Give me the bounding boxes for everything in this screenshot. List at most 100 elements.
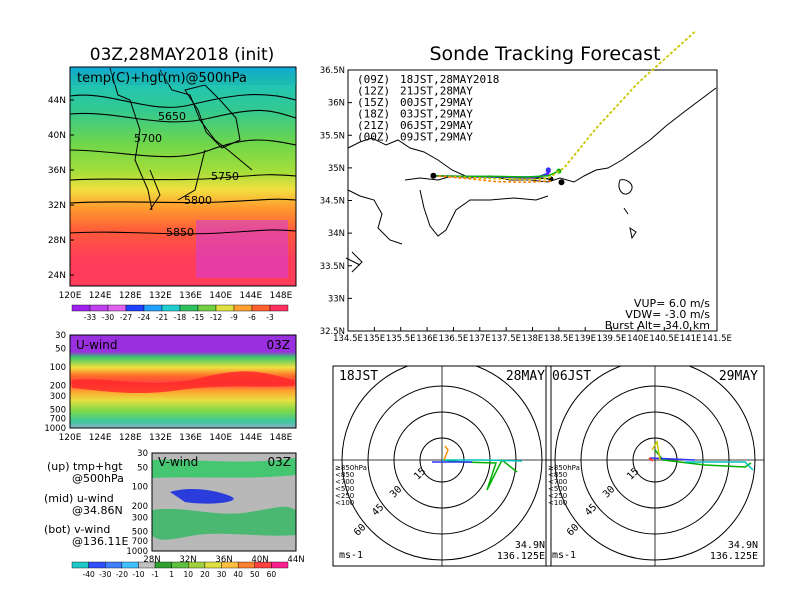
lon-tick-label: 137E [469,334,491,344]
contour-label: 5800 [184,194,212,207]
colorbar-swatch [105,561,123,569]
pressure-tick-label: 30 [137,449,148,459]
lon-tick-label: 136E [179,433,202,443]
range-label: 45 [583,502,599,518]
pressure-tick-label: 100 [132,483,148,493]
lat-tick-label: 44N [287,555,304,565]
lon-tick-label: 140E [209,433,232,443]
lat-tick-label: 28N [143,555,160,565]
lon-tick-label: 136.5E [439,334,469,344]
note-bot-a: (bot) v-wind [44,523,110,536]
lat-tick-label: 44N [48,96,66,106]
legend-run: (15Z) [357,96,390,109]
pressure-tick-label: 50 [55,345,66,355]
colorbar-label: -3 [266,313,274,322]
lat-tick-label: 32N [179,555,196,565]
flight-param: Burst Alt= 34.0 km [605,319,710,332]
lat-tick-label: 34N [328,229,345,239]
pressure-tick-label: 200 [132,502,148,512]
colorbar-label: -18 [174,313,186,322]
lat-tick-label: 32.5N [320,327,345,337]
legend-valid: 00JST,29MAY [400,96,473,109]
colorbar-swatch [197,304,217,312]
lon-tick-label: 139E [574,334,596,344]
lat-tick-label: 33N [328,294,345,304]
lon-tick-label: 128E [119,433,142,443]
legend-run: (18Z) [357,108,390,121]
legend-run: (12Z) [357,85,390,98]
colorbar-label: -40 [82,570,94,579]
colorbar-swatch [251,304,271,312]
coastline [345,87,717,273]
lat-tick-label: 40N [48,131,66,141]
colorbar-swatch [161,304,181,312]
legend-valid: 18JST,28MAY2018 [400,73,499,86]
colorbar-label: -27 [120,313,132,322]
temperature-colorbar: -33 -30 -27 -24 -21 -18 -15 -12 -9 -6 -3 [71,304,289,322]
legend-valid: 03JST,29MAY [400,108,473,121]
pressure-tick-label: 300 [50,392,66,402]
lat-tick-label: 33.5N [320,262,345,272]
contour-label: 5650 [158,110,186,123]
contour-label: 5700 [134,132,162,145]
note-up-b: @500hPa [72,472,124,485]
lon-tick-label: 137.5E [491,334,521,344]
pressure-tick-label: 1000 [126,547,148,557]
lat-tick-label: 28N [48,236,66,246]
colorbar-swatch [71,561,89,569]
level-legend: <250 [335,492,354,500]
colorbar-swatch [254,561,272,569]
colorbar-swatch [188,561,206,569]
lon-tick-label: 132E [149,291,172,301]
colorbar-label: -12 [210,313,222,322]
flight-param: VDW= -3.0 m/s [625,308,710,321]
level-legend: <700 [548,478,567,486]
lon-tick-label: 144E [239,291,262,301]
note-bot-b: @136.11E [72,535,128,548]
lon-tick-label: 139.5E [597,334,627,344]
colorbar-swatch [233,304,253,312]
colorbar-swatch [221,561,239,569]
temp-hgt-500hpa-map: temp(C)+hgt(m)@500hPa 5650 5700 5750 5800 58… [48,66,297,301]
legend-valid: 09JST,29MAY [400,131,473,144]
pressure-tick-label: 700 [132,537,148,547]
lat-tick-label: 36N [215,555,232,565]
colorbar-label: 20 [200,570,210,579]
pressure-tick-label: 200 [50,381,66,391]
lon-tick-label: 148E [269,433,292,443]
colorbar-label: 60 [267,570,277,579]
lon-tick-label: 124E [89,433,112,443]
lon-tick-label: 135E [364,334,386,344]
hodograph-time: 18JST [339,369,378,384]
hodograph-time: 06JST [552,369,591,384]
colorbar-label: -30 [99,570,111,579]
colorbar-label: 40 [233,570,243,579]
note-mid-a: (mid) u-wind [44,492,114,505]
launch-point [430,172,437,179]
colorbar-swatch [269,304,289,312]
sonde-track-map: 36.5N 36N 35.5N 35N 34.5N 34N 33.5N 33N 32.5N134… [320,30,732,344]
lon-tick-label: 140E [627,334,649,344]
colorbar-swatch [125,304,145,312]
colorbar-swatch [71,304,91,312]
lat-tick-label: 24N [48,271,66,281]
lat-tick-label: 32N [48,201,66,211]
colorbar-label: -33 [84,313,96,322]
lon-tick-label: 140E [209,291,232,301]
lon-tick-label: 138.5E [544,334,574,344]
range-label: 15 [625,466,641,482]
location-lat: 34.9N [515,540,545,551]
lon-tick-label: 120E [59,291,82,301]
legend-valid: 06JST,29MAY [400,119,473,132]
colorbar-swatch [143,304,163,312]
colorbar-swatch [271,561,289,569]
u-wind-time: 03Z [267,338,291,352]
lon-tick-label: 136E [416,334,438,344]
pressure-tick-label: 300 [132,513,148,523]
u-wind-label: U-wind [76,338,117,352]
level-legend: <850 [548,471,567,479]
pressure-tick-label: 500 [50,406,66,416]
level-legend: <250 [548,492,567,500]
